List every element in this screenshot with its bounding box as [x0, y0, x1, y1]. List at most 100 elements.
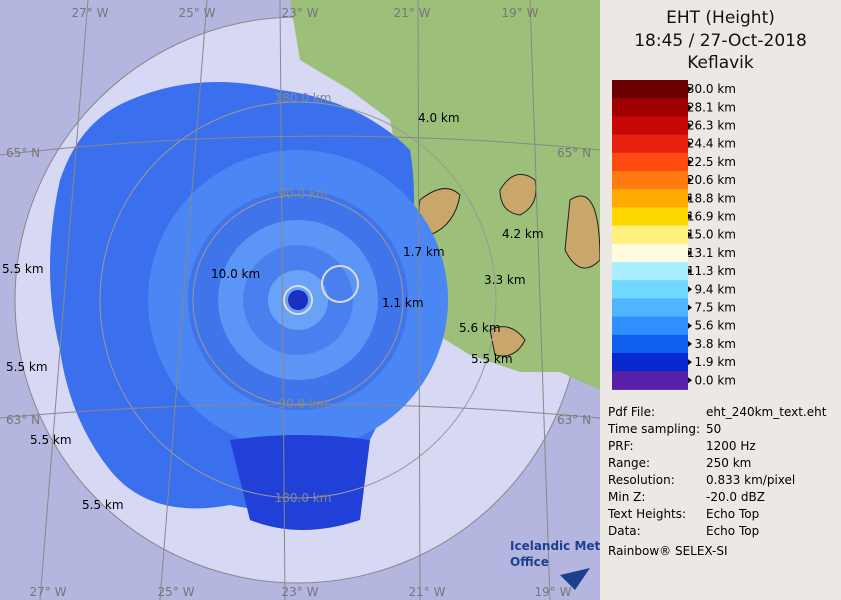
info-key: Pdf File: — [608, 405, 655, 419]
lon-label: 25° W — [179, 6, 216, 20]
info-value: eht_240km_text.eht — [706, 405, 827, 419]
legend-label: 9.4 km — [694, 282, 736, 296]
lat-label: 65° N — [557, 146, 591, 160]
legend-tick — [688, 268, 692, 275]
legend-label: 0.0 km — [694, 373, 736, 387]
legend-label: 26.3 km — [687, 119, 736, 133]
legend-swatch — [612, 152, 688, 172]
lon-label: 21° W — [409, 585, 446, 599]
legend-swatch — [612, 262, 688, 281]
legend-label: 13.1 km — [687, 246, 736, 260]
legend-tick — [688, 231, 692, 238]
title: Keflavik — [687, 53, 754, 73]
echo-label: 3.3 km — [484, 273, 526, 287]
echo-label: 1.1 km — [382, 296, 424, 310]
legend-swatch — [612, 334, 688, 354]
legend-label: 30.0 km — [687, 82, 736, 96]
legend-swatch — [612, 171, 688, 190]
lon-label: 25° W — [158, 585, 195, 599]
legend-label: 7.5 km — [694, 301, 736, 315]
lat-label: 65° N — [6, 146, 40, 160]
legend-tick — [688, 104, 692, 111]
legend-swatch — [612, 225, 688, 245]
echo-label: 5.5 km — [471, 352, 513, 366]
echo-label: 5.5 km — [6, 360, 48, 374]
legend-swatch — [612, 280, 688, 299]
legend-label: 22.5 km — [687, 155, 736, 169]
ring-label: 90.0 km — [278, 397, 327, 411]
legend-swatch — [612, 316, 688, 336]
legend-tick — [688, 249, 692, 256]
lon-label: 19° W — [535, 585, 572, 599]
lon-label: 21° W — [394, 6, 431, 20]
ring-label: 180.0 km — [275, 91, 332, 105]
legend-swatch — [612, 243, 688, 263]
footer: Rainbow® SELEX-SI — [608, 544, 728, 558]
info-value: 0.833 km/pixel — [706, 473, 795, 487]
title: 18:45 / 27-Oct-2018 — [634, 31, 807, 51]
legend-label: 24.4 km — [687, 137, 736, 151]
legend-label: 5.6 km — [694, 319, 736, 333]
legend-label: 28.1 km — [687, 100, 736, 114]
echo-label: 5.5 km — [82, 498, 124, 512]
legend-label: 1.9 km — [694, 355, 736, 369]
legend-label: 3.8 km — [694, 337, 736, 351]
legend-swatch — [612, 189, 688, 208]
echo-label: 5.5 km — [2, 262, 44, 276]
legend: 30.0 km 28.1 km 26.3 km 24.4 km 22.5 km 20.6 … — [612, 80, 736, 390]
legend-swatch — [612, 207, 688, 227]
logo-text: Office — [510, 555, 549, 569]
info-value: -20.0 dBZ — [706, 490, 765, 504]
title: EHT (Height) — [666, 8, 775, 28]
info-key: Text Heights: — [607, 507, 686, 521]
legend-tick — [688, 122, 692, 129]
graticule — [0, 0, 600, 600]
info-key: Resolution: — [608, 473, 675, 487]
legend-label: 15.0 km — [687, 228, 736, 242]
side-panel: EHT (Height) 18:45 / 27-Oct-2018 Keflavi… — [600, 0, 841, 600]
legend-swatch — [612, 80, 688, 99]
ring-label: 180.0 km — [275, 491, 332, 505]
legend-tick — [688, 177, 692, 184]
legend-tick — [688, 195, 692, 202]
lon-label: 19° W — [502, 6, 539, 20]
legend-tick — [688, 158, 692, 165]
legend-tick — [688, 213, 692, 220]
lon-label: 27° W — [72, 6, 109, 20]
legend-swatch — [612, 298, 688, 318]
glacier — [418, 173, 600, 357]
lat-label: 63° N — [6, 413, 40, 427]
echo-label: 1.7 km — [403, 245, 445, 259]
lon-label: 27° W — [30, 585, 67, 599]
legend-tick — [688, 140, 692, 147]
lon-label: 23° W — [282, 6, 319, 20]
legend-tick — [688, 359, 692, 366]
legend-label: 18.8 km — [687, 191, 736, 205]
legend-swatch — [612, 353, 688, 372]
legend-label: 20.6 km — [687, 173, 736, 187]
legend-swatch — [612, 371, 688, 390]
legend-swatch — [612, 98, 688, 117]
info-key: PRF: — [608, 439, 634, 453]
legend-tick — [688, 304, 692, 311]
info-key: Min Z: — [608, 490, 645, 504]
legend-tick — [688, 340, 692, 347]
radar-map: 27° W 25° W 23° W 21° W 19° W 27° W 25° … — [0, 0, 600, 600]
echo-label: 5.5 km — [30, 433, 72, 447]
ring-label: 90.0 km — [278, 187, 327, 201]
info-value: 250 km — [706, 456, 751, 470]
legend-label: 11.3 km — [687, 264, 736, 278]
lat-label: 63° N — [557, 413, 591, 427]
legend-tick — [688, 322, 692, 329]
legend-tick — [688, 286, 692, 293]
info-key: Data: — [608, 524, 641, 538]
info-value: 1200 Hz — [706, 439, 756, 453]
info-value: Echo Top — [706, 524, 759, 538]
radar-echo — [50, 82, 448, 530]
logo-text: Icelandic Met — [510, 539, 600, 553]
range-rings — [99, 101, 497, 499]
info-value: Echo Top — [706, 507, 759, 521]
legend-tick — [688, 377, 692, 384]
legend-swatch — [612, 134, 688, 154]
